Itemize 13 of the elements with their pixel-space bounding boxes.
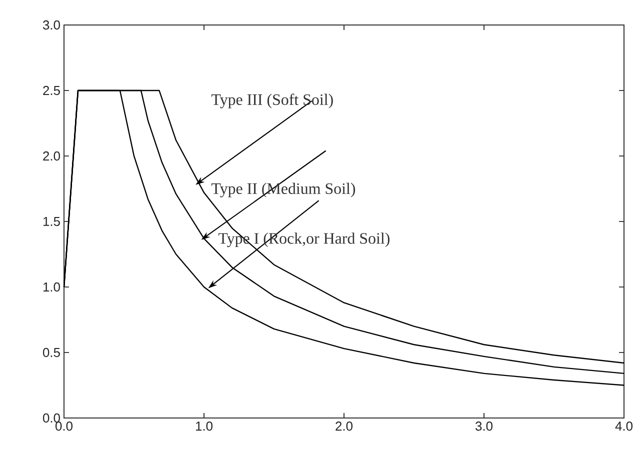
annotation: Type III (Soft Soil) [211, 94, 333, 108]
y-tick-label: 1.0 [43, 282, 60, 292]
y-tick-label: 0.0 [42, 413, 60, 423]
x-tick-label: 2.0 [336, 422, 353, 431]
x-tick-label: 1.0 [196, 422, 213, 431]
x-tick-label: 0.0 [56, 422, 73, 431]
y-tick-label: 2.5 [43, 86, 60, 96]
y-tick-label: 3.0 [42, 20, 60, 30]
y-tick-label: 0.5 [42, 348, 60, 358]
y-tick-label: 1.5 [43, 216, 60, 226]
x-tick-label: 4.0 [615, 422, 633, 431]
y-tick-label: 2.0 [43, 151, 60, 161]
x-tick-label: 3.0 [476, 422, 493, 431]
